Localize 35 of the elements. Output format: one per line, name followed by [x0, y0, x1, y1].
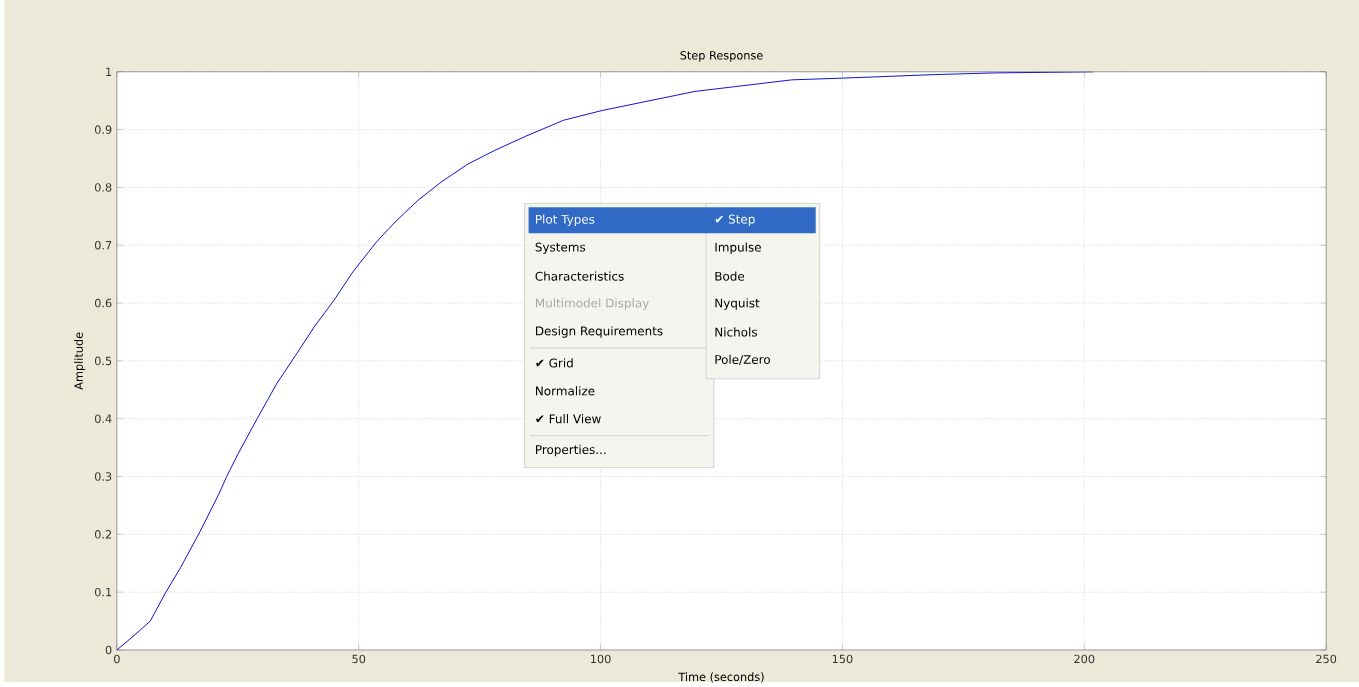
- x-tick-label: 0: [114, 654, 120, 664]
- annotation: Characteristics: [535, 271, 624, 281]
- annotation: Pole/Zero: [715, 354, 770, 366]
- y-tick-label: 0.8: [94, 183, 112, 192]
- annotation: ✔ Grid: [536, 358, 573, 368]
- y-tick-label: 0.5: [94, 356, 112, 366]
- y-tick-label: 1: [106, 67, 112, 76]
- annotation: Multimodel Display: [536, 298, 649, 310]
- annotation: Systems: [535, 242, 586, 254]
- chart-title: Step Response: [680, 51, 763, 62]
- x-tick-label: 200: [1074, 654, 1095, 664]
- annotation: ✔ Full View: [536, 414, 601, 424]
- annotation: Nyquist: [715, 298, 760, 310]
- annotation: Bode: [715, 271, 745, 281]
- y-tick-label: 0.3: [94, 472, 112, 481]
- y-tick-label: 0.9: [94, 125, 112, 134]
- annotation: Plot Types: [536, 214, 595, 227]
- y-tick-label: 0.6: [94, 298, 112, 308]
- annotation: ✔ Step: [715, 214, 755, 227]
- x-axis-title: Time (seconds): [678, 672, 764, 683]
- annotation: Nichols: [715, 327, 758, 337]
- y-axis-title: Amplitude: [74, 332, 86, 390]
- x-tick-label: 100: [591, 654, 611, 664]
- x-tick-label: 250: [1316, 654, 1337, 664]
- x-tick-label: 150: [832, 654, 853, 664]
- y-tick-label: 0.2: [94, 530, 112, 539]
- y-tick-label: 0.1: [94, 587, 112, 597]
- y-tick-label: 0: [105, 645, 112, 655]
- y-tick-label: 0.7: [94, 241, 112, 250]
- y-tick-label: 0.4: [94, 414, 112, 424]
- annotation: Design Requirements: [536, 326, 663, 338]
- annotation: Normalize: [536, 386, 595, 396]
- x-tick-label: 50: [352, 654, 366, 664]
- annotation: Properties...: [536, 444, 606, 457]
- annotation: Impulse: [715, 242, 761, 255]
